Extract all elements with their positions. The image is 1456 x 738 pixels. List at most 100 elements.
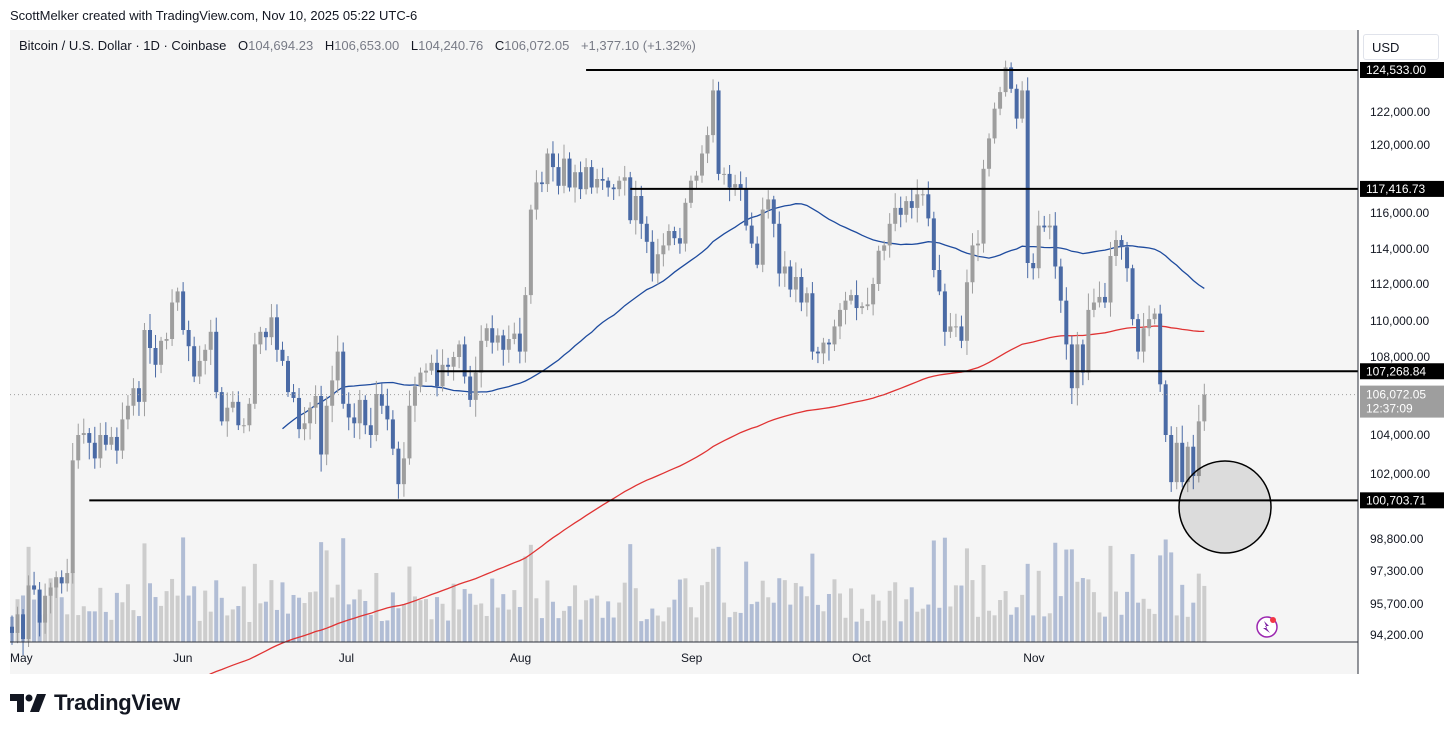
candle-body bbox=[65, 573, 70, 584]
tradingview-brand[interactable]: TradingView bbox=[10, 690, 180, 716]
x-tick-label: May bbox=[10, 651, 33, 665]
horizontal-levels[interactable] bbox=[10, 69, 1358, 502]
candle-body bbox=[103, 435, 108, 445]
volume-bar bbox=[766, 597, 771, 642]
volume-bar bbox=[589, 598, 594, 642]
candle-body bbox=[374, 394, 379, 435]
volume-bar bbox=[1075, 581, 1080, 642]
level-tag bbox=[1360, 492, 1444, 509]
volume-bar bbox=[1058, 596, 1063, 642]
close-value: 106,072.05 bbox=[504, 38, 570, 53]
volume-bar bbox=[545, 580, 550, 642]
candle-body bbox=[804, 293, 809, 303]
highlight-circle bbox=[1178, 460, 1272, 554]
candle-body bbox=[92, 442, 97, 459]
candle-body bbox=[1125, 247, 1130, 269]
candle-body bbox=[711, 90, 716, 136]
candle-body bbox=[1102, 296, 1107, 303]
level-tag-label: 124,533.00 bbox=[1366, 63, 1426, 77]
volume-bar bbox=[1031, 615, 1036, 642]
volume-bar bbox=[733, 611, 738, 642]
volume-bar bbox=[942, 537, 947, 642]
volume-bar bbox=[562, 610, 566, 642]
replay-icon[interactable] bbox=[1256, 616, 1278, 638]
chart-panel[interactable]: May Jun Jul Aug Sep Oct Nov 94,200.00 95,700.00… bbox=[10, 30, 1446, 674]
candle-body bbox=[628, 177, 633, 221]
volume-bar bbox=[59, 597, 64, 642]
low-label: L bbox=[410, 38, 419, 53]
x-axis: May Jun Jul Aug Sep Oct Nov bbox=[10, 641, 1358, 665]
volume-bar bbox=[125, 584, 130, 642]
volume-bar bbox=[611, 617, 616, 642]
candle-body bbox=[412, 386, 417, 406]
volume-bar bbox=[887, 590, 892, 642]
level-tag bbox=[1360, 62, 1444, 78]
volume-bar bbox=[374, 572, 379, 642]
volume-bar bbox=[302, 603, 307, 642]
candle-body bbox=[269, 317, 274, 338]
volume-bar bbox=[898, 621, 903, 642]
symbol-label[interactable]: Bitcoin / U.S. Dollar · 1D · Coinbase bbox=[19, 38, 227, 53]
volume-bar bbox=[1025, 563, 1030, 642]
volume-bar bbox=[368, 615, 373, 642]
volume-bar bbox=[70, 571, 75, 642]
candle-body bbox=[131, 388, 136, 406]
volume-bar bbox=[1130, 554, 1135, 642]
volume-bar bbox=[909, 587, 914, 642]
volume-bar bbox=[1202, 585, 1207, 642]
candle-body bbox=[1058, 266, 1063, 301]
candle-body bbox=[959, 326, 964, 341]
candle-body bbox=[821, 342, 826, 354]
volume-bar bbox=[517, 606, 522, 642]
candle-body bbox=[931, 218, 936, 270]
candle-body bbox=[534, 182, 539, 210]
change-value: +1,377.10 (+1.32%) bbox=[580, 38, 696, 53]
candle-body bbox=[606, 180, 611, 188]
volume-bar bbox=[964, 548, 969, 642]
candle-body bbox=[1080, 344, 1085, 373]
volume-bar bbox=[970, 580, 975, 642]
candle-body bbox=[263, 331, 268, 338]
candle-body bbox=[672, 231, 677, 239]
volume-bar bbox=[247, 621, 252, 642]
candle-body bbox=[214, 331, 219, 393]
high-value: 106,653.00 bbox=[334, 38, 400, 53]
candle-body bbox=[341, 351, 346, 404]
candle-body bbox=[59, 577, 64, 584]
candle-body bbox=[81, 433, 86, 435]
candle-body bbox=[164, 339, 169, 341]
volume-bar bbox=[573, 585, 578, 642]
candle-body bbox=[694, 175, 699, 181]
volume-bar bbox=[617, 602, 622, 642]
volume-bar bbox=[451, 583, 456, 642]
volume-bar bbox=[1097, 612, 1102, 642]
candle-body bbox=[21, 614, 26, 639]
volume-bar bbox=[462, 589, 467, 642]
volume-bar bbox=[793, 582, 798, 642]
candle-body bbox=[319, 396, 324, 455]
volume-bar bbox=[722, 602, 727, 642]
candle-body bbox=[396, 448, 401, 485]
candle-body bbox=[909, 201, 914, 208]
candle-body bbox=[1119, 240, 1124, 248]
candle-body bbox=[192, 346, 197, 377]
volume-bar bbox=[197, 620, 202, 642]
volume-bar bbox=[103, 611, 108, 642]
candle-body bbox=[716, 90, 721, 174]
ma-50-line bbox=[282, 203, 1205, 430]
volume-bar bbox=[203, 590, 208, 642]
currency-button[interactable]: USD bbox=[1363, 34, 1439, 60]
volume-bar bbox=[782, 580, 787, 642]
candle-body bbox=[639, 196, 644, 224]
volume-bar bbox=[148, 583, 152, 642]
volume-bar bbox=[760, 580, 765, 642]
volume-bar bbox=[677, 579, 682, 642]
volume-bar bbox=[711, 548, 716, 642]
volume-bar bbox=[821, 611, 826, 642]
volume-bar bbox=[1064, 549, 1069, 642]
brand-name: TradingView bbox=[54, 690, 180, 715]
price-chart[interactable]: May Jun Jul Aug Sep Oct Nov 94,200.00 95,700.00… bbox=[10, 30, 1446, 674]
volume-bar bbox=[424, 599, 428, 642]
tradingview-logo-icon bbox=[10, 694, 46, 712]
candle-body bbox=[854, 295, 859, 309]
